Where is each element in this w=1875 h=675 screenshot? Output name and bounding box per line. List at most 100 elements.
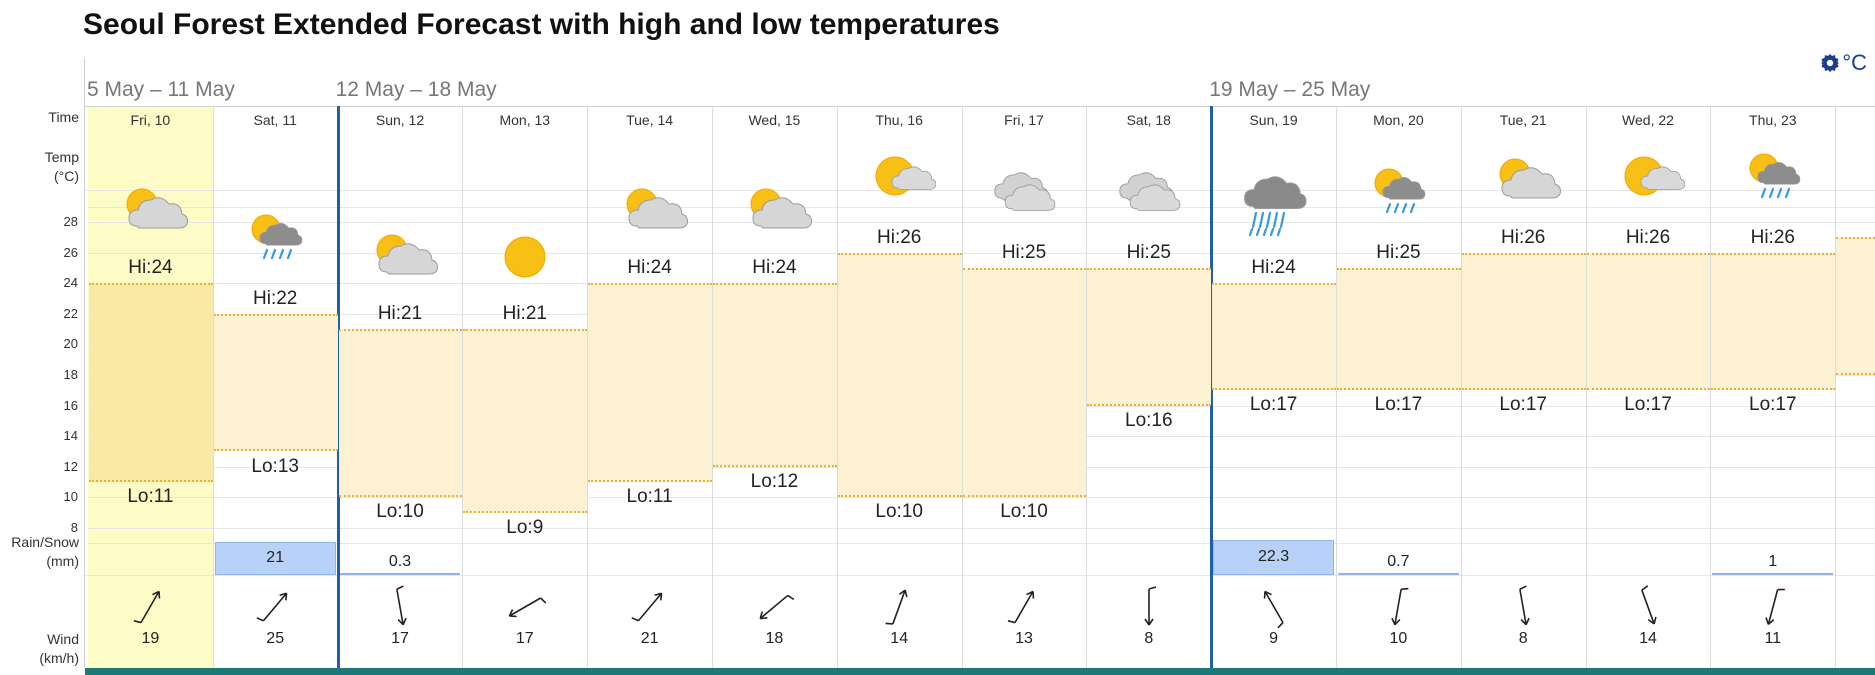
wind-speed-value: 19	[141, 630, 160, 647]
wind-arrow-icon	[396, 585, 407, 626]
cloudy-icon	[994, 172, 1056, 211]
temperature-range-bar	[1461, 252, 1586, 391]
temperature-range-bar	[1087, 267, 1212, 406]
low-temp-label: Lo:17	[1749, 394, 1797, 416]
cloudy-icon	[1119, 172, 1181, 211]
grid-line	[84, 575, 1875, 576]
low-temp-label: Lo:9	[506, 516, 544, 538]
column-separator	[587, 106, 589, 668]
column-separator	[961, 106, 963, 668]
high-temp-label: Hi:24	[128, 257, 173, 279]
temp-tick-label: 22	[63, 305, 78, 321]
high-temp-label: Hi:26	[877, 226, 922, 248]
wind-arrow-icon	[1007, 590, 1035, 624]
low-temp-label: Lo:10	[875, 501, 923, 523]
temp-grid-line	[88, 252, 1875, 254]
wind-speed-value: 8	[1144, 630, 1154, 647]
wind-speed-value: 18	[765, 630, 784, 647]
precipitation-bar	[1712, 573, 1834, 575]
low-temp-label: Lo:11	[626, 486, 673, 508]
high-temp-label: Hi:26	[1501, 226, 1546, 248]
column-separator	[1336, 106, 1337, 668]
wind-speed-value: 9	[1269, 630, 1279, 647]
wind-arrow-icon	[508, 597, 547, 618]
sun-cloud-rain-icon	[251, 214, 303, 259]
day-label: Mon, 13	[499, 112, 551, 128]
precipitation-value: 22.3	[1258, 547, 1290, 565]
day-label: Thu, 23	[1749, 112, 1797, 128]
wind-arrow-icon	[1641, 585, 1657, 625]
week-label: 12 May – 18 May	[335, 78, 497, 101]
wind-row-label: Wind (km/h)	[39, 631, 79, 666]
temperature-range-bar	[1337, 267, 1461, 391]
sun-cloud-rain-icon	[1374, 168, 1426, 213]
column-separator	[1835, 106, 1837, 668]
high-temp-label: Hi:24	[752, 257, 797, 279]
day-label: Sat, 18	[1126, 112, 1171, 128]
temp-row-label: Temp (°C)	[44, 149, 79, 184]
sun-icon	[1863, 130, 1875, 200]
grid-line	[84, 190, 1875, 191]
temp-grid-line	[88, 222, 1875, 223]
week-label: 5 May – 11 May	[87, 78, 235, 101]
high-temp-label: Hi:25	[1126, 241, 1171, 263]
low-temp-label: Lo:17	[1624, 394, 1672, 416]
partly-cloudy-icon	[626, 188, 688, 229]
temp-tick-label: 24	[63, 275, 78, 291]
wind-arrow-icon	[256, 592, 288, 622]
rain-row-label: Rain/Snow (mm)	[11, 534, 79, 569]
partly-cloudy-icon	[126, 188, 189, 229]
units-toggle[interactable]: °C	[1820, 50, 1867, 76]
time-row-label: Time	[48, 109, 79, 125]
grid-line	[84, 106, 1875, 107]
wind-arrow-icon	[1765, 588, 1785, 625]
gear-icon	[1821, 54, 1840, 72]
wind-arrow-icon	[1263, 590, 1284, 629]
column-separator	[1585, 106, 1587, 668]
grid-line	[88, 543, 1875, 545]
column-separator	[462, 106, 464, 668]
temperature-range-bar	[1212, 283, 1336, 391]
mostly-sunny-icon	[1624, 156, 1686, 196]
precipitation-bar	[1338, 573, 1459, 575]
week-label: 19 May – 25 May	[1209, 78, 1371, 101]
wind-speed-value: 14	[890, 630, 909, 647]
temperature-range-bar	[89, 283, 213, 483]
temperature-range-bar	[1711, 252, 1836, 391]
day-label: Tue, 21	[1499, 112, 1547, 128]
day-label: Sat, 11	[253, 112, 297, 128]
wind-speed-value: 17	[391, 630, 409, 647]
wind-arrow-icon	[631, 592, 662, 622]
temperature-range-bar	[1586, 252, 1711, 391]
high-temp-label: Hi:26	[1625, 226, 1671, 248]
precipitation-value: 1	[1768, 553, 1778, 570]
wind-speed-value: 13	[1015, 630, 1033, 647]
grid-line	[88, 206, 1875, 208]
low-temp-label: Lo:10	[1000, 501, 1048, 523]
wind-arrow-icon	[885, 589, 908, 625]
sun-cloud-rain-icon	[1749, 153, 1801, 198]
temp-tick-label: 28	[63, 214, 78, 229]
footer-bar	[85, 668, 1875, 675]
low-temp-label: Lo:10	[376, 501, 424, 523]
day-label: Fri, 10	[130, 112, 171, 128]
units-label: °C	[1842, 50, 1867, 75]
temp-tick-label: 16	[63, 397, 78, 413]
day-label: Fri, 17	[1004, 112, 1044, 128]
column-separator	[1710, 106, 1712, 668]
wind-arrow-icon	[1391, 587, 1409, 626]
sun-icon	[504, 236, 546, 278]
low-temp-label: Lo:16	[1125, 409, 1173, 431]
column-separator	[836, 106, 838, 668]
high-temp-label: Hi:21	[377, 303, 423, 325]
temp-tick-label: 18	[63, 367, 78, 382]
high-temp-label: Hi:21	[502, 303, 547, 325]
high-temp-label: Hi:26	[1750, 226, 1795, 248]
day-label: Thu, 16	[875, 112, 923, 128]
wind-speed-value: 25	[266, 630, 285, 647]
temperature-range-bar	[837, 252, 962, 498]
precipitation-value: 21	[266, 548, 285, 566]
day-label: Mon, 20	[1373, 112, 1424, 128]
wind-speed-value: 11	[1764, 630, 1782, 647]
temperature-range-bar	[1836, 237, 1875, 375]
